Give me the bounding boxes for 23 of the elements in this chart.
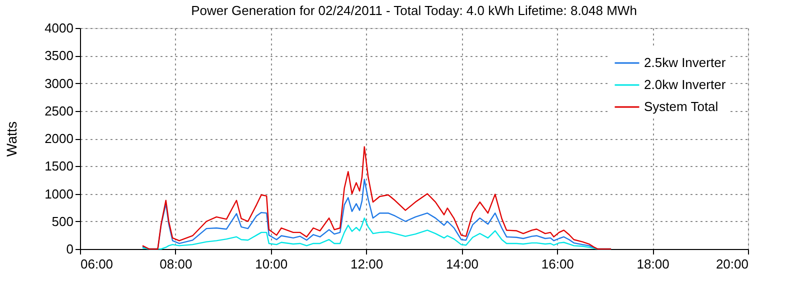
legend-label: System Total <box>644 99 718 114</box>
y-tick-label: 2500 <box>44 103 74 118</box>
y-tick-label: 2000 <box>44 131 74 146</box>
x-tick-label: 06:00 <box>80 256 114 272</box>
x-tick-label: 10:00 <box>255 256 288 272</box>
y-tick-label: 3500 <box>44 48 74 64</box>
legend-label: 2.0kw Inverter <box>644 77 726 92</box>
x-tick-label: 18:00 <box>636 256 670 272</box>
chart-title: Power Generation for 02/24/2011 - Total Today: 4.0 kWh Lifetime: 8.048 MWh <box>191 3 637 18</box>
x-tick-label: 20:00 <box>716 256 748 272</box>
x-tick-label: 14:00 <box>446 256 478 272</box>
x-tick-label: 12:00 <box>350 256 384 272</box>
y-tick-label: 1000 <box>44 186 74 202</box>
y-tick-label: 0 <box>66 242 74 256</box>
line-series <box>142 146 612 250</box>
x-tick-label: 16:00 <box>541 256 574 272</box>
y-tick-label: 1500 <box>44 158 74 174</box>
y-tick-label: 500 <box>52 214 74 229</box>
legend-label: 2.5kw Inverter <box>644 55 726 70</box>
y-axis-title: Watts <box>4 121 20 157</box>
x-tick-label: 08:00 <box>160 256 192 272</box>
y-tick-label: 3000 <box>44 76 74 91</box>
y-tick-label: 4000 <box>44 20 74 36</box>
